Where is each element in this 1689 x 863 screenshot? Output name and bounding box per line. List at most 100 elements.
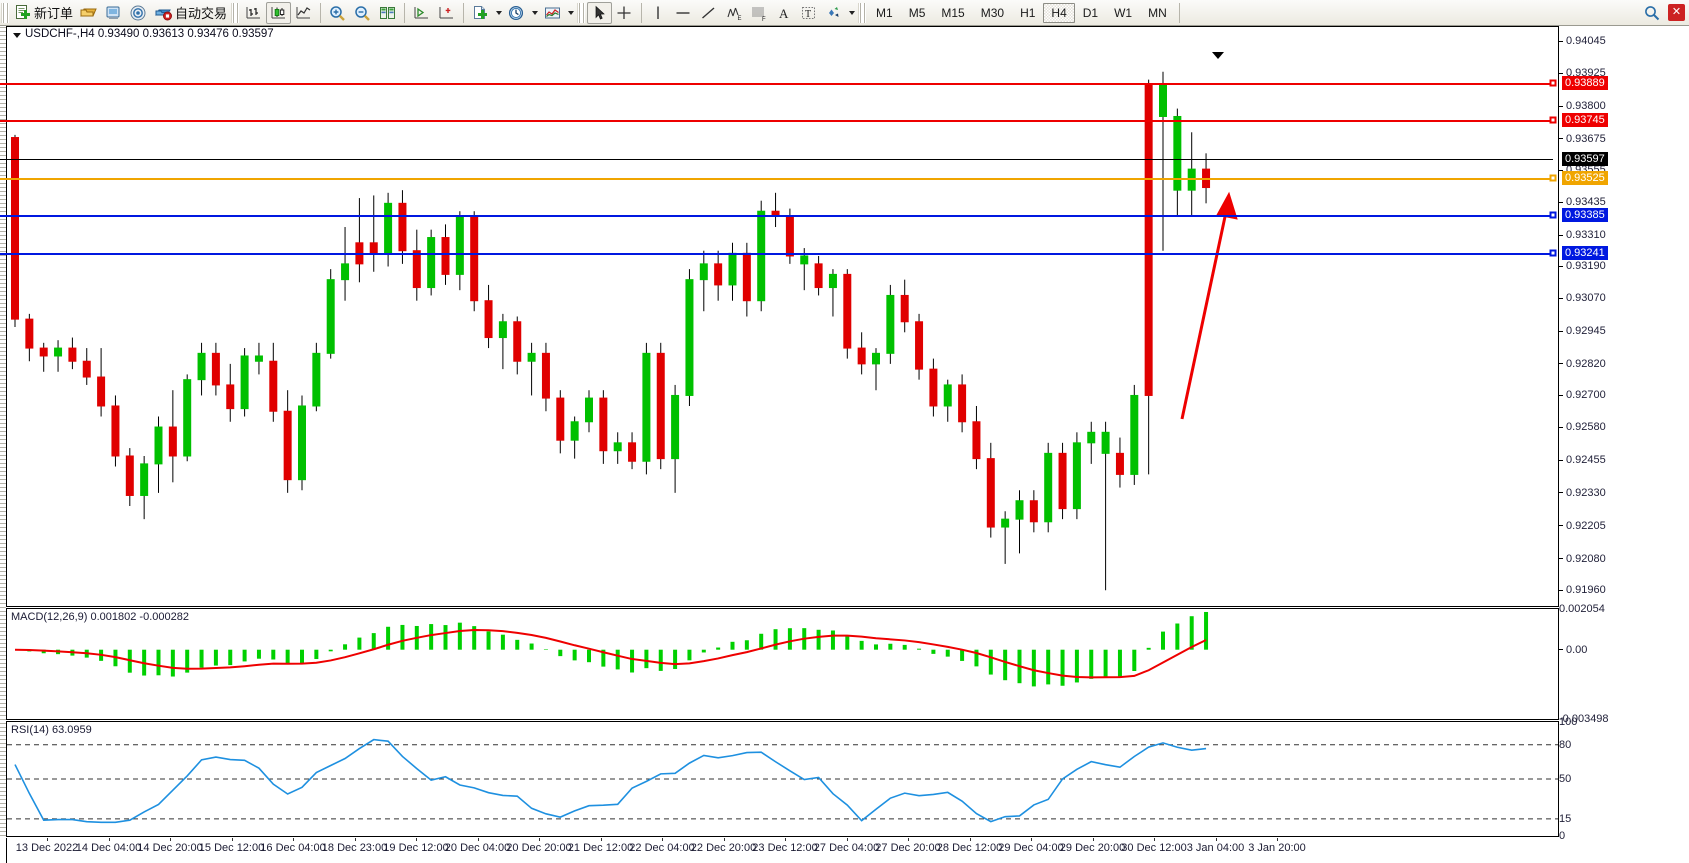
shapes-button[interactable] <box>821 2 846 24</box>
time-tick-label: 20 Dec 20:00 <box>506 842 572 854</box>
indicators-button[interactable] <box>540 2 565 24</box>
timeframe-m15[interactable]: M15 <box>941 5 965 20</box>
chart-area: USDCHF-,H4 0.93490 0.93613 0.93476 0.935… <box>0 26 1689 863</box>
price-tick: 0.92700 <box>1559 389 1606 401</box>
zoom-in-button[interactable] <box>325 2 350 24</box>
time-tick-mark <box>1031 838 1032 841</box>
chevron-down-icon[interactable] <box>13 33 21 38</box>
toolbar-grip-1[interactable] <box>1 2 9 23</box>
support-line-2[interactable] <box>0 253 1553 256</box>
toolbar-grip-2[interactable] <box>231 2 240 23</box>
time-tick-label: 18 Dec 23:00 <box>321 842 388 854</box>
text-button[interactable]: A <box>771 2 796 24</box>
time-tick-label: 16 Dec 04:00 <box>260 842 326 854</box>
text-label-button[interactable]: T <box>796 2 821 24</box>
support-line-2-badge[interactable]: 0.93241 <box>1562 246 1608 261</box>
fibonacci-button[interactable]: F <box>746 2 771 24</box>
new-order-button[interactable]: 新订单 <box>11 2 76 24</box>
resistance-line-2-handle[interactable] <box>1549 116 1557 124</box>
time-tick-mark <box>662 838 663 841</box>
timeframe-h4[interactable]: H4 <box>1043 2 1075 23</box>
candlestick-chart-button[interactable] <box>266 1 292 24</box>
price-scale[interactable]: 0.940450.939250.938000.936750.935550.934… <box>1559 26 1689 863</box>
macd-label: MACD(12,26,9) 0.001802 -0.000282 <box>11 611 189 623</box>
timeframe-d1[interactable]: D1 <box>1082 5 1099 20</box>
support-line-1-badge[interactable]: 0.93385 <box>1562 208 1608 223</box>
toolbar-grip-4[interactable] <box>858 2 867 23</box>
time-tick-mark <box>969 838 971 841</box>
toolbar-grip-3[interactable] <box>577 2 586 23</box>
current-price-line-badge[interactable]: 0.93597 <box>1562 152 1608 167</box>
line-chart-button[interactable] <box>291 2 316 24</box>
time-axis[interactable]: 13 Dec 2022 14 Dec 04:00 14 Dec 20:00 15 De… <box>6 838 1559 863</box>
period-button[interactable] <box>504 2 529 24</box>
cursor-button[interactable] <box>587 1 613 24</box>
close-button[interactable]: ✕ <box>1668 4 1685 21</box>
timeframe-w1[interactable]: W1 <box>1114 5 1133 20</box>
signals-button[interactable] <box>126 2 151 24</box>
data-window-button[interactable] <box>375 2 400 24</box>
templates-dropdown-arrow[interactable] <box>493 2 504 24</box>
rsi-label: RSI(14) 63.0959 <box>11 724 92 736</box>
templates-button[interactable] <box>468 2 493 24</box>
publisher-button[interactable] <box>101 2 126 24</box>
period-dropdown-arrow[interactable] <box>529 2 540 24</box>
time-tick-mark <box>1154 838 1155 841</box>
pivot-line[interactable] <box>0 178 1553 181</box>
bar-chart-button[interactable] <box>241 2 266 24</box>
price-pane[interactable]: USDCHF-,H4 0.93490 0.93613 0.93476 0.935… <box>6 26 1559 607</box>
auto-scroll-button[interactable] <box>409 2 434 24</box>
pivot-line-handle[interactable] <box>1549 174 1557 182</box>
price-tick: 0.92945 <box>1559 325 1606 337</box>
time-tick-mark <box>477 838 479 841</box>
macd-pane[interactable]: MACD(12,26,9) 0.001802 -0.000282 <box>6 608 1559 720</box>
timeframe-m5[interactable]: M5 <box>908 5 926 20</box>
time-tick-label: 22 Dec 20:00 <box>690 842 757 854</box>
zoom-out-button[interactable] <box>350 2 375 24</box>
time-tick-mark <box>293 838 294 841</box>
chart-left-grip[interactable] <box>0 26 6 837</box>
pivot-line-badge[interactable]: 0.93525 <box>1562 171 1608 186</box>
vertical-line-button[interactable] <box>646 2 671 24</box>
macd-tick: -0.003498 <box>1559 713 1609 725</box>
crosshair-button[interactable] <box>612 2 637 24</box>
trendline-button[interactable] <box>696 2 721 24</box>
timeframe-m1[interactable]: M1 <box>876 5 893 20</box>
search-icon[interactable] <box>1640 2 1664 24</box>
rsi-pane[interactable]: RSI(14) 63.0959 <box>6 721 1559 837</box>
resistance-line-2-badge[interactable]: 0.93745 <box>1562 113 1608 128</box>
timeframe-mn[interactable]: MN <box>1148 5 1167 20</box>
time-tick-label: 23 Dec 12:00 <box>752 842 818 854</box>
time-tick-label: 13 Dec 2022 <box>15 842 79 854</box>
support-line-1[interactable] <box>0 215 1553 218</box>
rsi-tick: 50 <box>1559 773 1572 785</box>
current-price-line[interactable] <box>0 159 1553 161</box>
indicators-dropdown-arrow[interactable] <box>565 2 576 24</box>
resistance-line-2[interactable] <box>0 120 1553 123</box>
bullish-breakout-arrow[interactable] <box>7 27 1558 606</box>
chart-shift-button[interactable] <box>434 2 459 24</box>
support-line-1-handle[interactable] <box>1549 211 1557 219</box>
timeframe-h1[interactable]: H1 <box>1020 5 1036 20</box>
shapes-dropdown-arrow[interactable] <box>846 2 857 24</box>
toolbar-separator-2 <box>404 2 406 23</box>
time-tick-label: 14 Dec 04:00 <box>75 842 142 854</box>
horizontal-line-button[interactable] <box>671 2 696 24</box>
rsi-plot <box>7 738 1558 824</box>
time-tick-label: 30 Dec 12:00 <box>1121 842 1187 854</box>
resistance-line-1-handle[interactable] <box>1549 79 1557 87</box>
autotrading-button[interactable]: 自动交易 <box>151 2 230 24</box>
timeframe-m30[interactable]: M30 <box>980 5 1005 20</box>
support-line-2-handle[interactable] <box>1549 249 1557 257</box>
time-tick-label: 19 Dec 12:00 <box>383 842 449 854</box>
open-data-folder-button[interactable] <box>76 2 101 24</box>
elliott-wave-button[interactable]: E <box>721 2 746 24</box>
svg-text:A: A <box>779 6 789 21</box>
resistance-line-1[interactable] <box>0 82 1553 85</box>
time-tick-mark <box>170 838 171 841</box>
time-tick-mark <box>1215 838 1217 841</box>
rsi-tick: 100 <box>1559 716 1578 728</box>
time-tick-label: 20 Dec 04:00 <box>444 842 511 854</box>
svg-text:T: T <box>805 9 811 20</box>
resistance-line-1-badge[interactable]: 0.93889 <box>1562 75 1608 90</box>
